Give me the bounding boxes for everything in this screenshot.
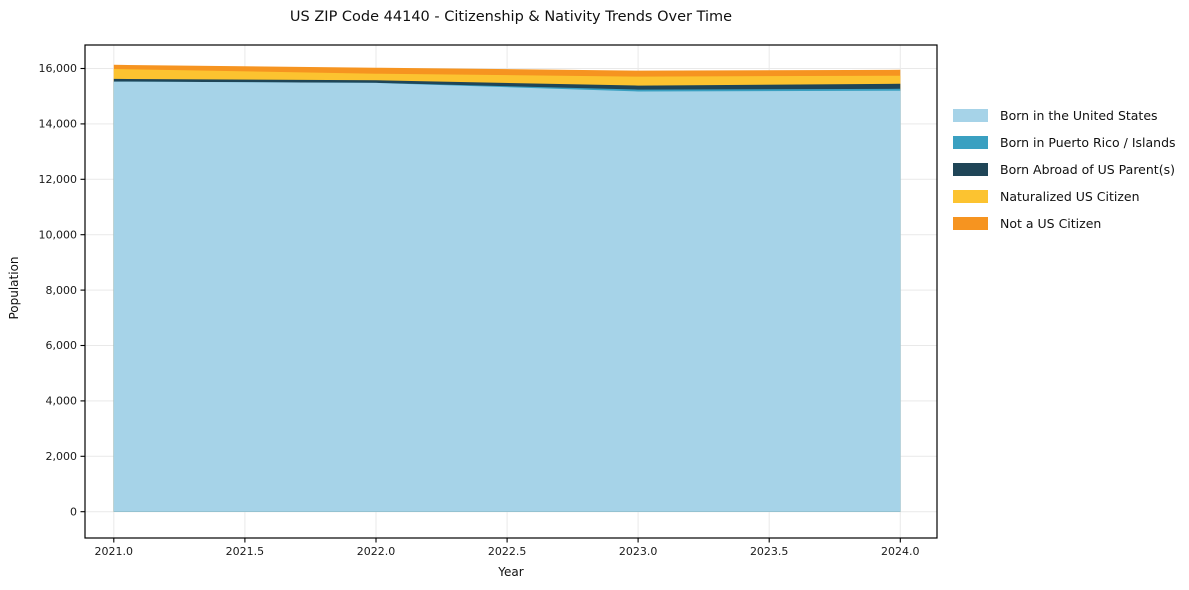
legend-swatch-naturalized xyxy=(953,190,988,203)
legend: Born in the United States Born in Puerto… xyxy=(953,102,1176,237)
y-tick-label: 6,000 xyxy=(46,339,78,352)
x-tick-label: 2023.0 xyxy=(619,545,658,558)
y-tick-label: 10,000 xyxy=(39,228,78,241)
legend-label-born-abroad: Born Abroad of US Parent(s) xyxy=(1000,162,1175,177)
legend-item-born-abroad: Born Abroad of US Parent(s) xyxy=(953,156,1176,183)
chart-title: US ZIP Code 44140 - Citizenship & Nativi… xyxy=(289,9,733,25)
x-axis-label: Year xyxy=(498,565,524,579)
y-tick-label: 12,000 xyxy=(39,173,78,186)
x-tick-label: 2022.5 xyxy=(488,545,527,558)
area-born-in-the-united-states xyxy=(113,81,901,512)
legend-item-puerto-rico: Born in Puerto Rico / Islands xyxy=(953,129,1176,156)
legend-item-naturalized: Naturalized US Citizen xyxy=(953,183,1176,210)
legend-label-not-citizen: Not a US Citizen xyxy=(1000,216,1102,231)
x-tick-label: 2023.5 xyxy=(750,545,789,558)
x-tick-label: 2024.0 xyxy=(881,545,920,558)
legend-label-naturalized: Naturalized US Citizen xyxy=(1000,189,1140,204)
x-tick-label: 2022.0 xyxy=(357,545,396,558)
legend-swatch-born-us xyxy=(953,109,988,122)
y-tick-label: 8,000 xyxy=(46,284,78,297)
x-tick-label: 2021.5 xyxy=(226,545,265,558)
legend-label-born-us: Born in the United States xyxy=(1000,108,1158,123)
y-tick-label: 0 xyxy=(70,505,77,518)
legend-item-born-us: Born in the United States xyxy=(953,102,1176,129)
legend-item-not-citizen: Not a US Citizen xyxy=(953,210,1176,237)
y-tick-label: 4,000 xyxy=(46,395,78,408)
axes-box xyxy=(84,44,938,539)
legend-swatch-born-abroad xyxy=(953,163,988,176)
y-tick-label: 16,000 xyxy=(39,62,78,75)
legend-label-puerto-rico: Born in Puerto Rico / Islands xyxy=(1000,135,1176,150)
legend-swatch-not-citizen xyxy=(953,217,988,230)
x-tick-label: 2021.0 xyxy=(95,545,134,558)
legend-swatch-puerto-rico xyxy=(953,136,988,149)
y-tick-label: 14,000 xyxy=(39,118,78,131)
y-tick-label: 2,000 xyxy=(46,450,78,463)
